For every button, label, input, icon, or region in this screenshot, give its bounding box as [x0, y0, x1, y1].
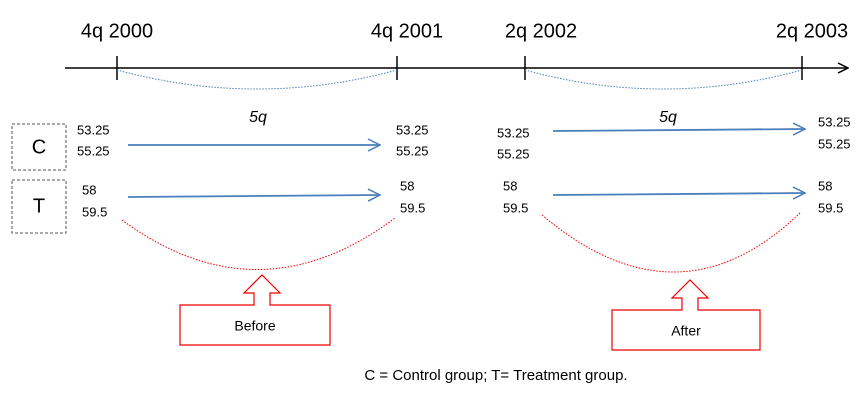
group-box — [11, 179, 67, 234]
callout-label: After — [671, 323, 701, 339]
span-curve — [116, 69, 398, 90]
value: 53.25 — [77, 122, 110, 137]
value: 53.25 — [818, 114, 851, 129]
value: 58 — [503, 178, 517, 193]
arrow — [127, 195, 380, 197]
diff-curve — [121, 217, 396, 270]
callout — [179, 274, 331, 346]
value: 53.25 — [396, 122, 429, 137]
value: 58 — [818, 178, 832, 193]
tick-label: 4q 2000 — [81, 20, 153, 42]
value: 55.25 — [818, 136, 851, 151]
value: 59.5 — [818, 200, 843, 215]
value: 58 — [400, 178, 414, 193]
value: 59.5 — [503, 200, 528, 215]
value: 53.25 — [497, 125, 530, 140]
caption: C = Control group; T= Treatment group. — [364, 367, 627, 384]
value: 55.25 — [77, 143, 110, 158]
duration: 5q — [659, 109, 677, 126]
diff-curve — [541, 212, 801, 273]
callout-label: Before — [234, 318, 275, 334]
value: 59.5 — [400, 200, 425, 215]
value: 55.25 — [497, 146, 530, 161]
tick-label: 2q 2002 — [505, 20, 577, 42]
timeline-ticks — [116, 56, 803, 80]
value: 55.25 — [396, 143, 429, 158]
group-box — [11, 123, 67, 171]
tick-label: 4q 2001 — [371, 20, 443, 42]
group-label: C — [32, 136, 46, 158]
tick-label: 2q 2003 — [776, 20, 848, 42]
span-curve — [524, 69, 803, 90]
value: 59.5 — [82, 204, 107, 219]
value: 58 — [82, 182, 96, 197]
group-label: T — [33, 195, 45, 217]
callout — [611, 279, 761, 351]
arrow — [552, 193, 805, 195]
arrow — [552, 129, 805, 131]
duration: 5q — [249, 109, 267, 126]
